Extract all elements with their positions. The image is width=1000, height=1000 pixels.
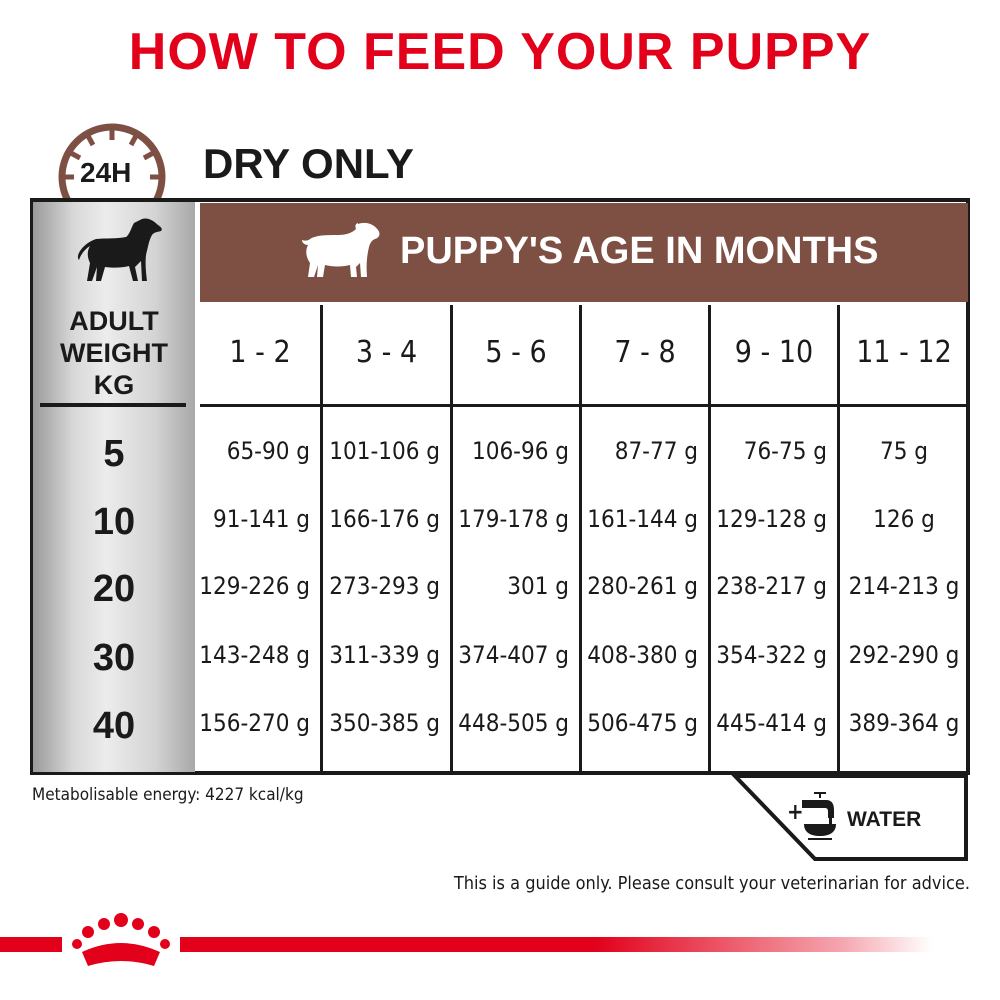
table-cell: 106-96 g — [471, 437, 569, 465]
table-cell: 354-322 g — [716, 641, 827, 669]
table-cell: 161-144 g — [587, 505, 698, 533]
table-cell: 143-248 g — [199, 641, 310, 669]
weight-value: 20 — [92, 568, 136, 610]
column-header: 7 - 8 — [614, 335, 676, 370]
weight-column — [33, 202, 195, 772]
table-cell: 76-75 g — [743, 437, 827, 465]
table-cell: 91-141 g — [212, 505, 310, 533]
weight-header-line: WEIGHT — [60, 338, 168, 368]
column-header: 1 - 2 — [229, 335, 291, 370]
brand-line — [180, 937, 932, 952]
table-cell: 65-90 g — [226, 437, 310, 465]
weight-header: ADULT WEIGHT KG — [33, 305, 195, 401]
divider — [837, 305, 840, 775]
weight-header-line: ADULT — [69, 306, 159, 336]
table-cell: 273-293 g — [329, 572, 440, 600]
divider — [200, 404, 968, 407]
clock-label: 24H — [80, 157, 132, 188]
table-cell: 75 g — [879, 437, 929, 465]
table-cell: 156-270 g — [199, 709, 310, 737]
table-cell: 214-213 g — [848, 572, 960, 600]
table-cell: 166-176 g — [329, 505, 440, 533]
water-tap-bowl-icon — [802, 792, 836, 840]
column-header: 5 - 6 — [485, 335, 547, 370]
puppy-icon — [302, 222, 380, 277]
table-cell: 87-77 g — [614, 437, 698, 465]
feeding-table — [30, 198, 970, 775]
divider — [320, 305, 323, 775]
table-cell: 280-261 g — [587, 572, 698, 600]
table-cell: 389-364 g — [848, 709, 960, 737]
table-cell: 101-106 g — [329, 437, 440, 465]
table-cell: 374-407 g — [458, 641, 569, 669]
divider — [450, 305, 453, 775]
table-cell: 179-178 g — [458, 505, 569, 533]
weight-value: 40 — [92, 705, 136, 747]
column-header: 11 - 12 — [856, 335, 952, 370]
table-cell: 448-505 g — [458, 709, 569, 737]
royal-canin-crown-logo — [72, 913, 170, 966]
table-cell: 311-339 g — [329, 641, 440, 669]
table-cell: 238-217 g — [716, 572, 827, 600]
divider — [579, 305, 582, 775]
table-cell: 350-385 g — [329, 709, 440, 737]
water-label: WATER — [847, 808, 922, 831]
table-cell: 126 g — [873, 505, 935, 533]
weight-value: 30 — [92, 637, 136, 679]
divider — [40, 403, 186, 407]
page-title: HOW TO FEED YOUR PUPPY — [128, 23, 872, 81]
table-cell: 129-226 g — [199, 572, 310, 600]
water-box — [731, 775, 968, 861]
water-plus: + — [787, 800, 804, 825]
age-header: PUPPY'S AGE IN MONTHS — [400, 230, 879, 272]
divider — [708, 305, 711, 775]
weight-header-line: KG — [93, 370, 135, 400]
feeding-type: DRY ONLY — [203, 140, 414, 187]
column-header: 3 - 4 — [355, 335, 418, 370]
column-header: 9 - 10 — [734, 335, 814, 370]
table-cell: 301 g — [507, 572, 569, 600]
weight-value: 5 — [103, 433, 125, 475]
table-cell: 292-290 g — [848, 641, 960, 669]
brand-line — [0, 937, 62, 952]
adult-dog-icon — [77, 218, 162, 281]
energy-note: Metabolisable energy: 4227 kcal/kg — [32, 785, 304, 805]
table-cell: 129-128 g — [716, 505, 827, 533]
table-cell: 506-475 g — [587, 709, 698, 737]
disclaimer: This is a guide only. Please consult you… — [453, 873, 970, 894]
table-cell: 445-414 g — [716, 709, 827, 737]
weight-value: 10 — [92, 501, 136, 543]
table-cell: 408-380 g — [587, 641, 698, 669]
